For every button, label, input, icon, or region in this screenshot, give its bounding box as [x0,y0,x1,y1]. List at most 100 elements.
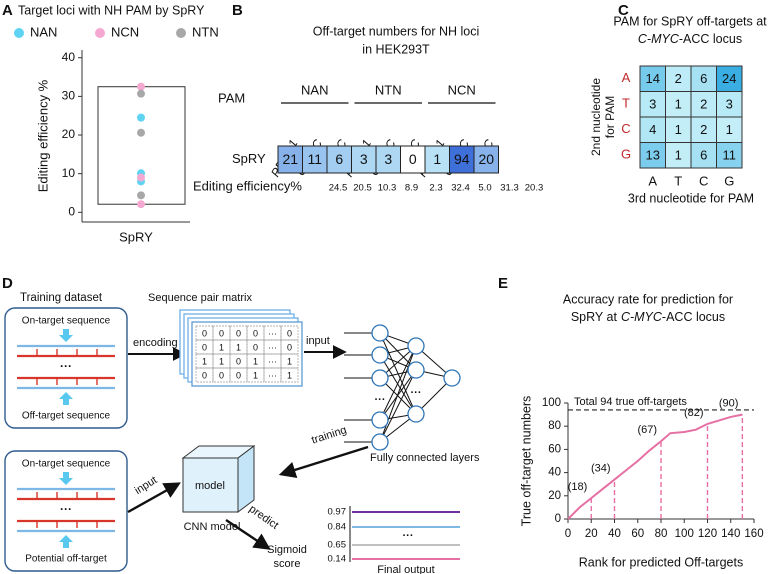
model-label: model [195,480,225,492]
arrow [278,445,369,478]
chart-title-part: -ACC locus [662,310,725,324]
matrix-entry: ··· [268,370,277,380]
cell-value: 11 [307,151,322,167]
training-label: training [310,424,348,447]
panel-letter: B [232,2,243,19]
arrow [225,519,271,550]
nn-gap: ··· [411,387,422,399]
matrix-entry: 0 [219,370,224,380]
reference-label: Total 94 true off-targets [574,396,687,408]
x-tick-label: 80 [655,528,668,540]
cyan-arrow [59,472,73,485]
grid-value: 6 [700,71,707,86]
efficiency-value: 20.3 [525,183,544,194]
nn-edge [379,354,417,415]
col-letter: T [674,173,682,188]
nn-node [371,433,389,451]
legend-swatch [14,28,24,38]
grid-value: 3 [649,97,656,112]
chart-title-part: C-MYC [621,310,663,324]
nn-node [371,324,389,342]
legend-swatch [95,28,105,38]
chart-title: Accuracy rate for prediction for [563,292,733,306]
matrix-cell [280,325,299,341]
nn-gap: ··· [375,394,386,406]
dot [137,82,145,91]
efficiency-value: 31.3 [500,183,519,194]
training-label: Training dataset [20,292,103,304]
matrix-entry: 0 [202,328,207,338]
sequence-label: Potential off-target [25,554,107,565]
cell-value: 6 [335,151,343,167]
matrix-entry: 0 [253,342,258,352]
grid-value: 1 [726,122,733,137]
annotation-label: (34) [591,462,611,474]
matrix-entry: 1 [236,342,241,352]
grid-cell [665,91,692,118]
group-label: NCN [448,82,476,97]
y-tick-label: 40 [548,467,561,479]
row-letter: A [622,70,631,85]
cell-value: 3 [384,151,392,167]
efficiency-value: 20.5 [353,183,372,194]
nn-node [407,361,425,379]
matrix-entry: 0 [287,328,292,338]
y-tick-label: 40 [62,50,76,64]
nn-node [443,369,461,387]
col-letter: G [724,173,734,188]
y-tick-label: 20 [62,127,76,141]
matrix-title: Sequence pair matrix [148,292,252,304]
y-tick-label: 0 [555,513,561,525]
matrix-entry: ··· [268,342,277,352]
matrix-entry: 1 [253,370,258,380]
y-axis-label: for PAM [603,96,617,138]
heat-cell [326,145,352,174]
grid-value: 1 [675,97,682,112]
x-tick-label: 100 [675,528,694,540]
chart-title: SpRY at C-MYC-ACC locus [571,310,725,324]
arrow [127,482,181,514]
x-tick-label: 60 [631,528,644,540]
y-tick-label: 20 [548,490,561,502]
matrix-entry: 0 [236,328,241,338]
grid-cell [665,142,692,169]
pam-label: PAM [218,90,245,105]
matrix-entry: 1 [287,356,292,366]
nn-node [407,405,425,423]
heat-cell [277,145,303,174]
y-axis-label: 2nd nucleotide [589,78,603,156]
nn-edge [379,369,417,443]
table-title: in HEK293T [362,42,430,56]
x-tick-label: 160 [744,528,763,540]
nn-node [407,337,425,355]
score-label: 0.84 [328,522,347,533]
annotation-label: (18) [568,481,588,493]
grid-cell [639,142,666,169]
matrix-entry: ··· [268,328,277,338]
cyan-arrow [59,535,73,548]
matrix-cell [280,339,299,355]
efficiency-value: 2.3 [429,183,442,194]
efficiency-value: 32.4 [451,183,470,194]
matrix-entry: 1 [202,356,207,366]
cube-side [237,445,255,513]
heat-cell [400,145,426,174]
annotation-label: (90) [719,398,739,410]
row-letter: C [621,121,630,136]
nn-edge [379,345,417,421]
grid-value: 2 [700,97,707,112]
matrix-entry: 0 [219,328,224,338]
final-output-label: Final output [377,564,434,574]
matrix-entry: 1 [287,370,292,380]
nn-node [371,411,389,429]
score-label: 0.97 [328,507,347,518]
x-tick-label: 40 [608,528,621,540]
grid-cell [665,116,692,143]
input-label: input [306,335,330,347]
grid-title-part: -ACC locus [679,32,742,46]
cell-value: 20 [478,151,494,167]
grid-value: 2 [675,71,682,86]
grid-value: 3 [726,97,733,112]
chart-title: Target loci with NH PAM by SpRY [18,3,205,17]
